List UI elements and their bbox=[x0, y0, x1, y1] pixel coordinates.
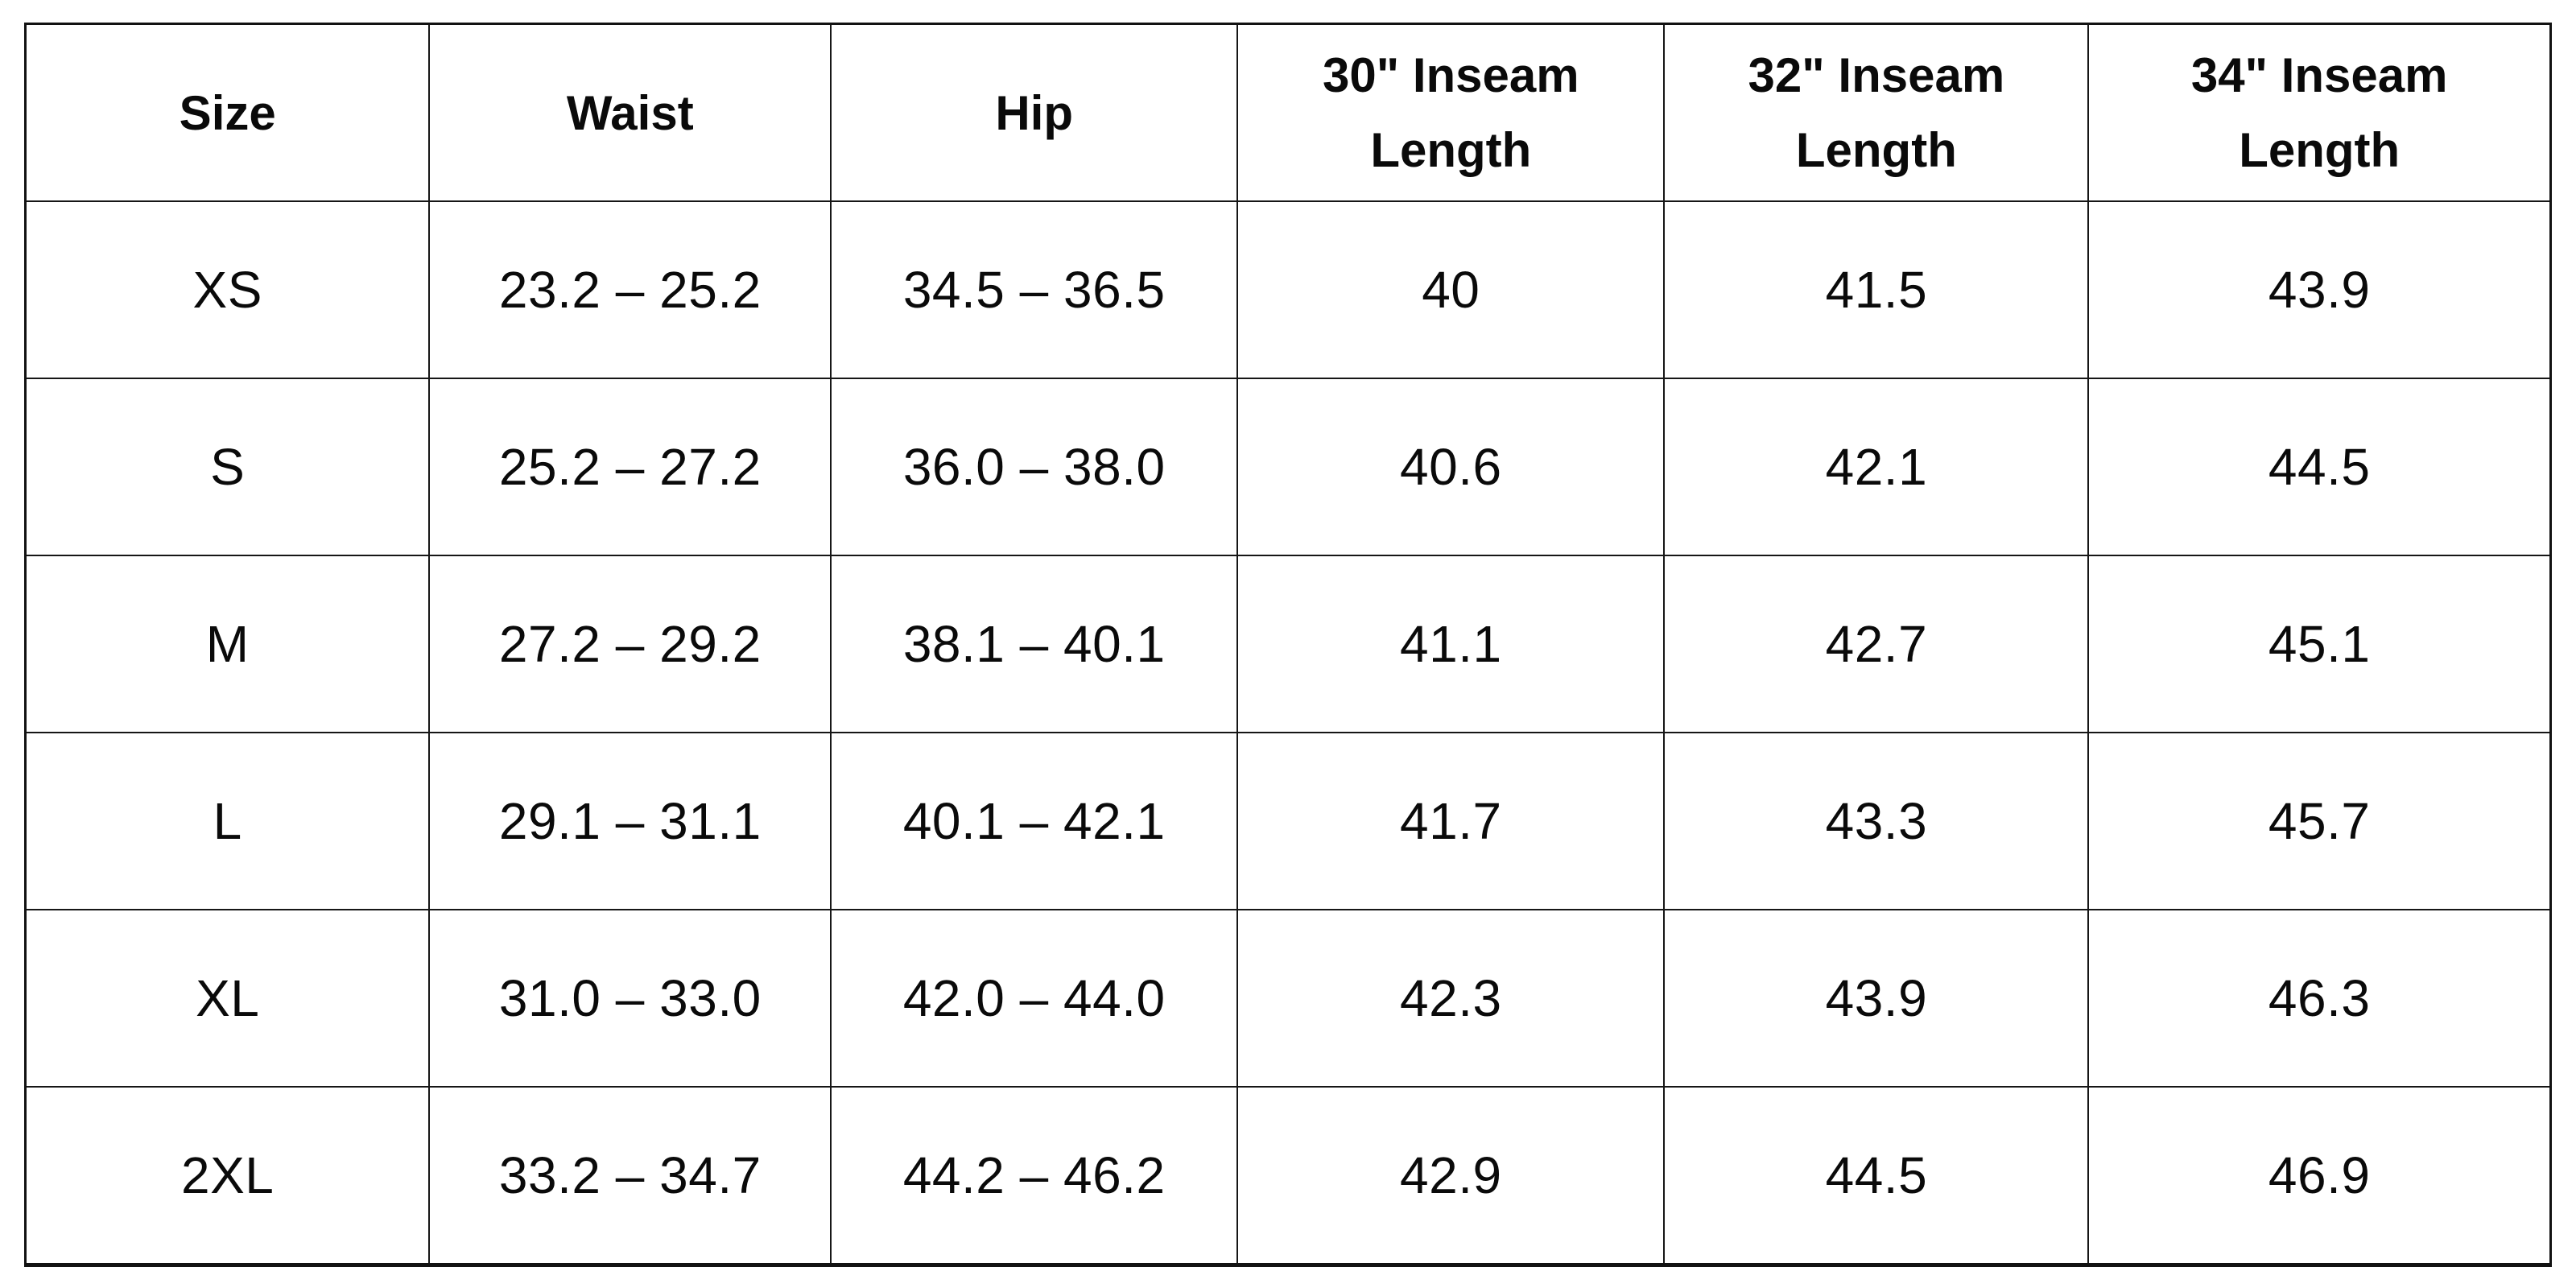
column-header-waist-label: Waist bbox=[566, 85, 694, 140]
cell-inseam-34: 45.7 bbox=[2087, 732, 2552, 910]
cell-hip: 42.0 – 44.0 bbox=[830, 909, 1239, 1088]
table-row-xs: XS 23.2 – 25.2 34.5 – 36.5 40 41.5 43.9 bbox=[24, 200, 2552, 379]
cell-waist: 25.2 – 27.2 bbox=[428, 378, 832, 556]
cell-waist: 23.2 – 25.2 bbox=[428, 200, 832, 379]
column-header-size: Size bbox=[24, 23, 431, 202]
cell-size: XL bbox=[24, 909, 431, 1088]
table-row-s: S 25.2 – 27.2 36.0 – 38.0 40.6 42.1 44.5 bbox=[24, 378, 2552, 556]
cell-inseam-34: 43.9 bbox=[2087, 200, 2552, 379]
cell-size: S bbox=[24, 378, 431, 556]
cell-inseam-32: 42.1 bbox=[1663, 378, 2090, 556]
cell-size: 2XL bbox=[24, 1086, 431, 1266]
cell-inseam-30: 42.3 bbox=[1236, 909, 1666, 1088]
table-row-m: M 27.2 – 29.2 38.1 – 40.1 41.1 42.7 45.1 bbox=[24, 555, 2552, 733]
column-header-30-inseam-label: 30" Inseam Length bbox=[1322, 48, 1579, 177]
column-header-hip-label: Hip bbox=[995, 85, 1074, 140]
column-header-size-label: Size bbox=[179, 85, 276, 140]
cell-inseam-32: 44.5 bbox=[1663, 1086, 2090, 1266]
size-chart-table: Size Waist Hip 30" Inseam Length 32" Ins… bbox=[24, 23, 2552, 1267]
cell-hip: 44.2 – 46.2 bbox=[830, 1086, 1239, 1266]
size-chart: Size Waist Hip 30" Inseam Length 32" Ins… bbox=[24, 23, 2552, 1267]
cell-inseam-32: 43.3 bbox=[1663, 732, 2090, 910]
column-header-30-inseam: 30" Inseam Length bbox=[1236, 23, 1666, 202]
column-header-waist: Waist bbox=[428, 23, 832, 202]
table-row-2xl: 2XL 33.2 – 34.7 44.2 – 46.2 42.9 44.5 46… bbox=[24, 1086, 2552, 1266]
cell-inseam-32: 41.5 bbox=[1663, 200, 2090, 379]
cell-waist: 31.0 – 33.0 bbox=[428, 909, 832, 1088]
cell-inseam-32: 42.7 bbox=[1663, 555, 2090, 733]
cell-hip: 36.0 – 38.0 bbox=[830, 378, 1239, 556]
cell-hip: 40.1 – 42.1 bbox=[830, 732, 1239, 910]
cell-hip: 38.1 – 40.1 bbox=[830, 555, 1239, 733]
table-header: Size Waist Hip 30" Inseam Length 32" Ins… bbox=[24, 23, 2552, 202]
cell-size: XS bbox=[24, 200, 431, 379]
cell-size: L bbox=[24, 732, 431, 910]
cell-inseam-30: 41.1 bbox=[1236, 555, 1666, 733]
cell-inseam-30: 41.7 bbox=[1236, 732, 1666, 910]
cell-waist: 27.2 – 29.2 bbox=[428, 555, 832, 733]
column-header-34-inseam: 34" Inseam Length bbox=[2087, 23, 2552, 202]
cell-size: M bbox=[24, 555, 431, 733]
column-header-32-inseam: 32" Inseam Length bbox=[1663, 23, 2090, 202]
cell-inseam-34: 46.9 bbox=[2087, 1086, 2552, 1266]
cell-inseam-34: 44.5 bbox=[2087, 378, 2552, 556]
cell-inseam-30: 40 bbox=[1236, 200, 1666, 379]
column-header-hip: Hip bbox=[830, 23, 1239, 202]
table-body: XS 23.2 – 25.2 34.5 – 36.5 40 41.5 43.9 … bbox=[24, 200, 2552, 1266]
cell-inseam-30: 40.6 bbox=[1236, 378, 1666, 556]
table-row-xl: XL 31.0 – 33.0 42.0 – 44.0 42.3 43.9 46.… bbox=[24, 909, 2552, 1088]
cell-inseam-34: 46.3 bbox=[2087, 909, 2552, 1088]
cell-waist: 33.2 – 34.7 bbox=[428, 1086, 832, 1266]
cell-hip: 34.5 – 36.5 bbox=[830, 200, 1239, 379]
table-row-l: L 29.1 – 31.1 40.1 – 42.1 41.7 43.3 45.7 bbox=[24, 732, 2552, 910]
column-header-32-inseam-label: 32" Inseam Length bbox=[1748, 48, 2005, 177]
cell-inseam-30: 42.9 bbox=[1236, 1086, 1666, 1266]
cell-inseam-34: 45.1 bbox=[2087, 555, 2552, 733]
column-header-34-inseam-label: 34" Inseam Length bbox=[2190, 48, 2448, 177]
cell-inseam-32: 43.9 bbox=[1663, 909, 2090, 1088]
header-row: Size Waist Hip 30" Inseam Length 32" Ins… bbox=[24, 23, 2552, 202]
cell-waist: 29.1 – 31.1 bbox=[428, 732, 832, 910]
